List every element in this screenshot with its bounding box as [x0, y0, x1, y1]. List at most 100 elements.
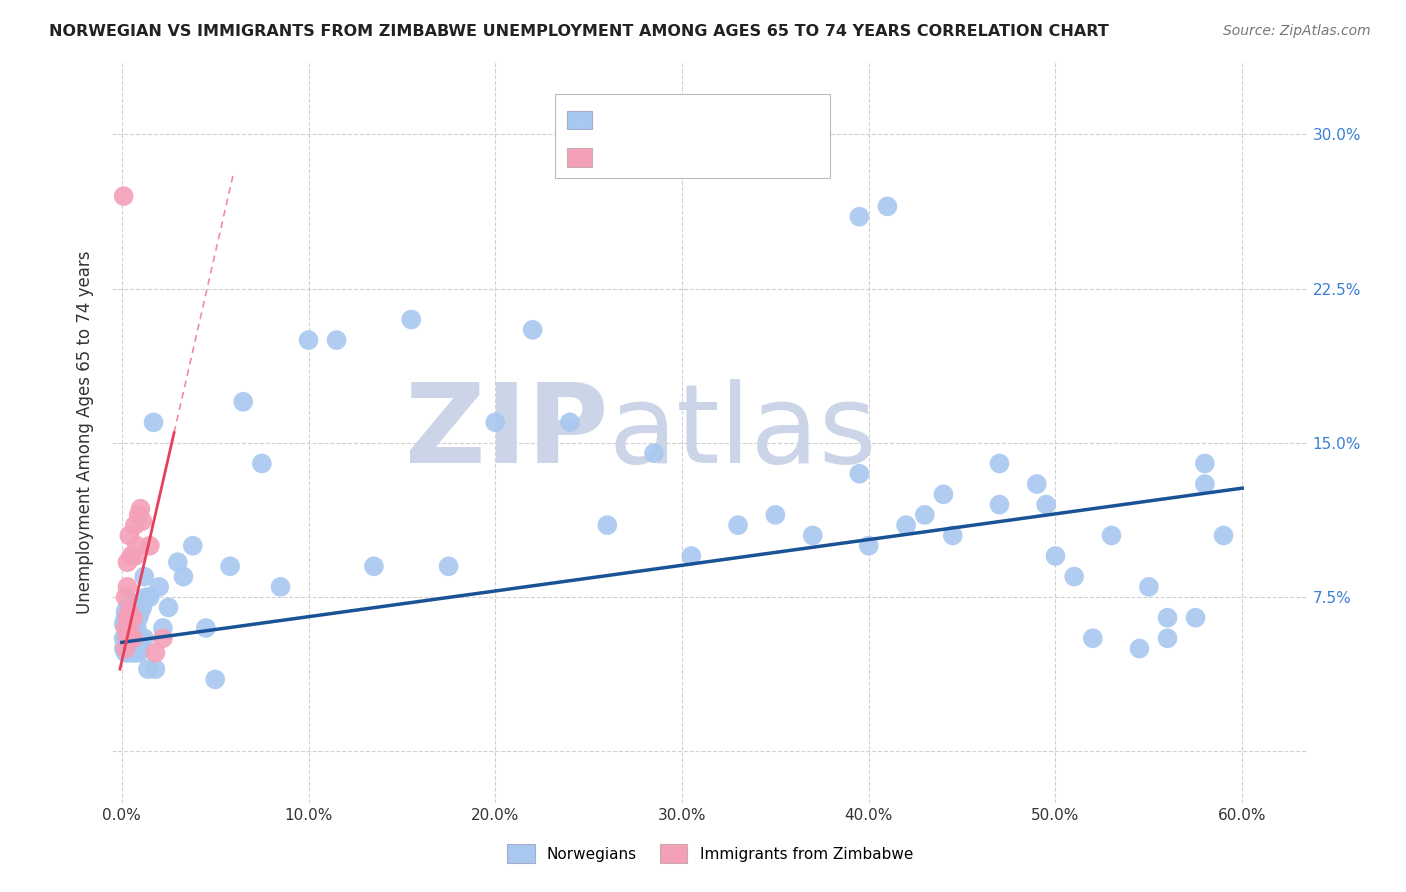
Point	[124, 632, 146, 646]
Point	[152, 621, 174, 635]
Point	[117, 555, 139, 569]
Point	[1063, 569, 1085, 583]
Point	[112, 616, 135, 631]
Point	[120, 615, 142, 629]
Point	[124, 637, 146, 651]
Text: N =: N =	[696, 146, 730, 161]
Point	[858, 539, 880, 553]
Point	[1156, 632, 1178, 646]
Point	[122, 637, 145, 651]
Point	[484, 415, 506, 429]
Point	[894, 518, 917, 533]
Point	[1156, 611, 1178, 625]
Point	[988, 498, 1011, 512]
Point	[1081, 632, 1104, 646]
Point	[122, 646, 145, 660]
Point	[118, 528, 141, 542]
Point	[1035, 498, 1057, 512]
Point	[148, 580, 170, 594]
Text: NORWEGIAN VS IMMIGRANTS FROM ZIMBABWE UNEMPLOYMENT AMONG AGES 65 TO 74 YEARS COR: NORWEGIAN VS IMMIGRANTS FROM ZIMBABWE UN…	[49, 24, 1109, 39]
Point	[181, 539, 204, 553]
Point	[437, 559, 460, 574]
Point	[118, 625, 141, 640]
Point	[129, 501, 152, 516]
Point	[114, 621, 136, 635]
Point	[118, 641, 141, 656]
Point	[117, 611, 139, 625]
Point	[112, 641, 135, 656]
Point	[232, 394, 254, 409]
Point	[120, 646, 142, 660]
Point	[117, 646, 139, 660]
Point	[114, 632, 136, 646]
Point	[117, 632, 139, 646]
Point	[124, 549, 146, 563]
Point	[118, 632, 141, 646]
Point	[219, 559, 242, 574]
Text: 103: 103	[731, 109, 763, 123]
Point	[124, 596, 146, 610]
Point	[117, 616, 139, 631]
Point	[117, 641, 139, 656]
Point	[125, 539, 148, 553]
Point	[125, 621, 148, 635]
Point	[166, 555, 188, 569]
Point	[297, 333, 319, 347]
Point	[114, 616, 136, 631]
Text: 25: 25	[731, 146, 758, 161]
Point	[120, 625, 142, 640]
Point	[988, 457, 1011, 471]
Point	[118, 611, 141, 625]
Point	[681, 549, 703, 563]
Point	[401, 312, 423, 326]
Point	[114, 641, 136, 656]
Point	[152, 632, 174, 646]
Point	[114, 590, 136, 604]
Point	[1025, 477, 1047, 491]
Point	[134, 632, 156, 646]
Legend: Norwegians, Immigrants from Zimbabwe: Norwegians, Immigrants from Zimbabwe	[501, 838, 920, 869]
Point	[128, 632, 150, 646]
Point	[270, 580, 292, 594]
Point	[363, 559, 385, 574]
Point	[122, 632, 145, 646]
Text: 0.393: 0.393	[637, 109, 685, 123]
Text: 0.348: 0.348	[637, 146, 685, 161]
Point	[325, 333, 347, 347]
Y-axis label: Unemployment Among Ages 65 to 74 years: Unemployment Among Ages 65 to 74 years	[76, 251, 94, 615]
Point	[112, 189, 135, 203]
Point	[801, 528, 824, 542]
Point	[134, 569, 156, 583]
Text: N =: N =	[696, 109, 730, 123]
Point	[128, 508, 150, 522]
Point	[142, 415, 165, 429]
Point	[558, 415, 581, 429]
Point	[129, 605, 152, 619]
Point	[117, 621, 139, 635]
Point	[124, 625, 146, 640]
Point	[114, 605, 136, 619]
Point	[763, 508, 786, 522]
Point	[194, 621, 217, 635]
Point	[145, 662, 167, 676]
Point	[131, 600, 153, 615]
Point	[124, 646, 146, 660]
Point	[122, 632, 145, 646]
Point	[125, 632, 148, 646]
Point	[120, 632, 142, 646]
Point	[1194, 457, 1216, 471]
Point	[1212, 528, 1234, 542]
Point	[112, 632, 135, 646]
Point	[120, 611, 142, 625]
Point	[250, 457, 273, 471]
Point	[139, 539, 162, 553]
Point	[643, 446, 665, 460]
Point	[596, 518, 619, 533]
Point	[122, 625, 145, 640]
Point	[914, 508, 936, 522]
Point	[118, 605, 141, 619]
Point	[135, 590, 157, 604]
Point	[522, 323, 544, 337]
Point	[727, 518, 749, 533]
Point	[204, 673, 226, 687]
